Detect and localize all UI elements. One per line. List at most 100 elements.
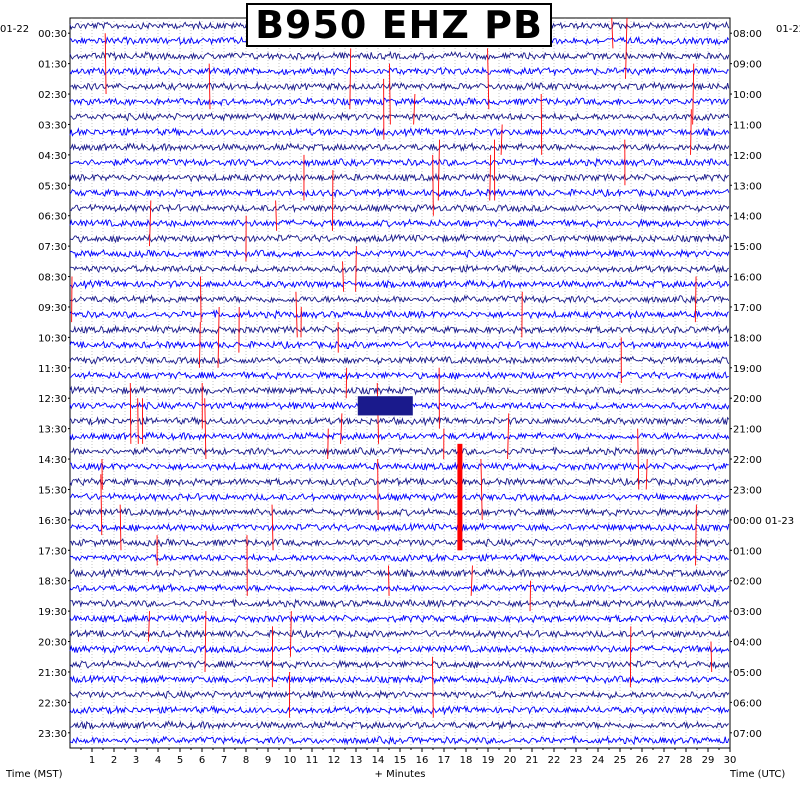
spike-mark [137, 398, 139, 444]
time-label-left: 03:30 [38, 120, 67, 131]
trace-row [69, 279, 730, 290]
time-label-right: 13:00 [733, 181, 762, 192]
spike-mark [480, 459, 483, 520]
trace-row [69, 96, 730, 107]
trace-row [69, 218, 730, 229]
trace-row [69, 583, 730, 594]
x-tick-label: 1 [89, 755, 95, 766]
trace-row [69, 522, 730, 533]
time-label-left: 21:30 [38, 668, 67, 679]
time-label-right: 05:00 [733, 668, 762, 679]
spike-mark [327, 428, 329, 460]
x-tick-label: 22 [548, 755, 561, 766]
time-label-right: 07:00 [733, 729, 762, 740]
trace-row [69, 355, 730, 366]
spike-mark [694, 276, 697, 323]
spike-mark [355, 246, 357, 292]
spike-mark [275, 200, 278, 231]
trace-row [69, 370, 729, 381]
x-tick-label: 26 [636, 755, 649, 766]
time-label-right: 04:00 [733, 638, 762, 649]
date-right: 01-22 [776, 24, 800, 35]
trace-row [69, 157, 730, 168]
trace-row [69, 689, 730, 700]
spike-mark [637, 428, 640, 490]
x-tick-label: 13 [350, 755, 363, 766]
time-label-right: 02:00 [733, 577, 762, 588]
x-tick-label: 20 [504, 755, 517, 766]
spike-mark [295, 291, 298, 338]
trace-row [69, 111, 730, 122]
event-block [357, 396, 413, 416]
time-label-left: 07:30 [38, 242, 67, 253]
trace-row [69, 263, 729, 274]
time-label-left: 08:30 [38, 273, 67, 284]
time-label-left: 20:30 [38, 638, 67, 649]
x-tick-label: 23 [570, 755, 583, 766]
spike-mark [198, 322, 201, 368]
spike-mark [625, 17, 628, 79]
time-label-right: 22:00 [733, 455, 762, 466]
spike-mark [289, 611, 292, 657]
spike-mark [489, 154, 492, 201]
date-left: 01-22 [0, 24, 29, 35]
time-label-left: 00:30 [38, 29, 67, 40]
trace-row [69, 172, 729, 183]
spike-mark [487, 48, 490, 110]
x-tick-label: 24 [592, 755, 605, 766]
x-axis-label-right: Time (UTC) [729, 769, 785, 780]
x-tick-label: 3 [133, 755, 139, 766]
x-tick-label: 6 [199, 755, 205, 766]
trace-row [69, 674, 730, 685]
time-label-right: 01:00 [733, 546, 762, 557]
time-label-left: 06:30 [38, 212, 67, 223]
time-label-right: 16:00 [733, 273, 762, 284]
x-tick-label: 4 [155, 755, 161, 766]
spike-mark [119, 504, 122, 551]
spike-mark [208, 63, 211, 110]
spike-mark [100, 474, 103, 536]
trace-row [69, 126, 730, 138]
x-tick-label: 15 [394, 755, 407, 766]
trace-row [69, 461, 729, 472]
time-label-right: 18:00 [733, 333, 762, 344]
x-tick-label: 5 [177, 755, 183, 766]
time-label-left: 05:30 [38, 181, 67, 192]
spike-mark [692, 63, 695, 125]
time-label-right: 11:00 [733, 120, 762, 131]
spike-mark [349, 48, 352, 110]
time-label-left: 09:30 [38, 303, 67, 314]
time-label-right: 06:00 [733, 698, 762, 709]
spike-mark [431, 656, 434, 718]
x-tick-label: 10 [284, 755, 297, 766]
time-label-right: 03:00 [733, 607, 762, 618]
trace-row [69, 142, 730, 153]
x-tick-label: 28 [680, 755, 693, 766]
trace-row [69, 66, 729, 77]
spike-mark [387, 565, 390, 596]
spike-mark [690, 109, 692, 155]
spike-mark [500, 124, 503, 155]
trace-row [69, 568, 730, 579]
spike-mark [710, 641, 713, 672]
event-marker [457, 443, 463, 551]
spike-mark [340, 413, 343, 444]
time-label-right: 15:00 [733, 242, 762, 253]
trace-row [69, 430, 730, 442]
time-label-right: 12:00 [733, 151, 762, 162]
spike-mark [104, 33, 107, 95]
time-label-left: 16:30 [38, 516, 67, 527]
spike-mark [413, 94, 416, 125]
time-label-left: 22:30 [38, 698, 67, 709]
x-tick-label: 11 [306, 755, 319, 766]
time-label-left: 11:30 [38, 364, 67, 375]
spike-mark [149, 200, 152, 247]
spike-mark [217, 306, 220, 368]
spike-mark [204, 398, 207, 460]
x-tick-label: 27 [658, 755, 671, 766]
spike-mark [148, 611, 150, 642]
x-tick-label: 7 [221, 755, 227, 766]
trace-row [69, 644, 730, 655]
spike-mark [200, 276, 202, 323]
